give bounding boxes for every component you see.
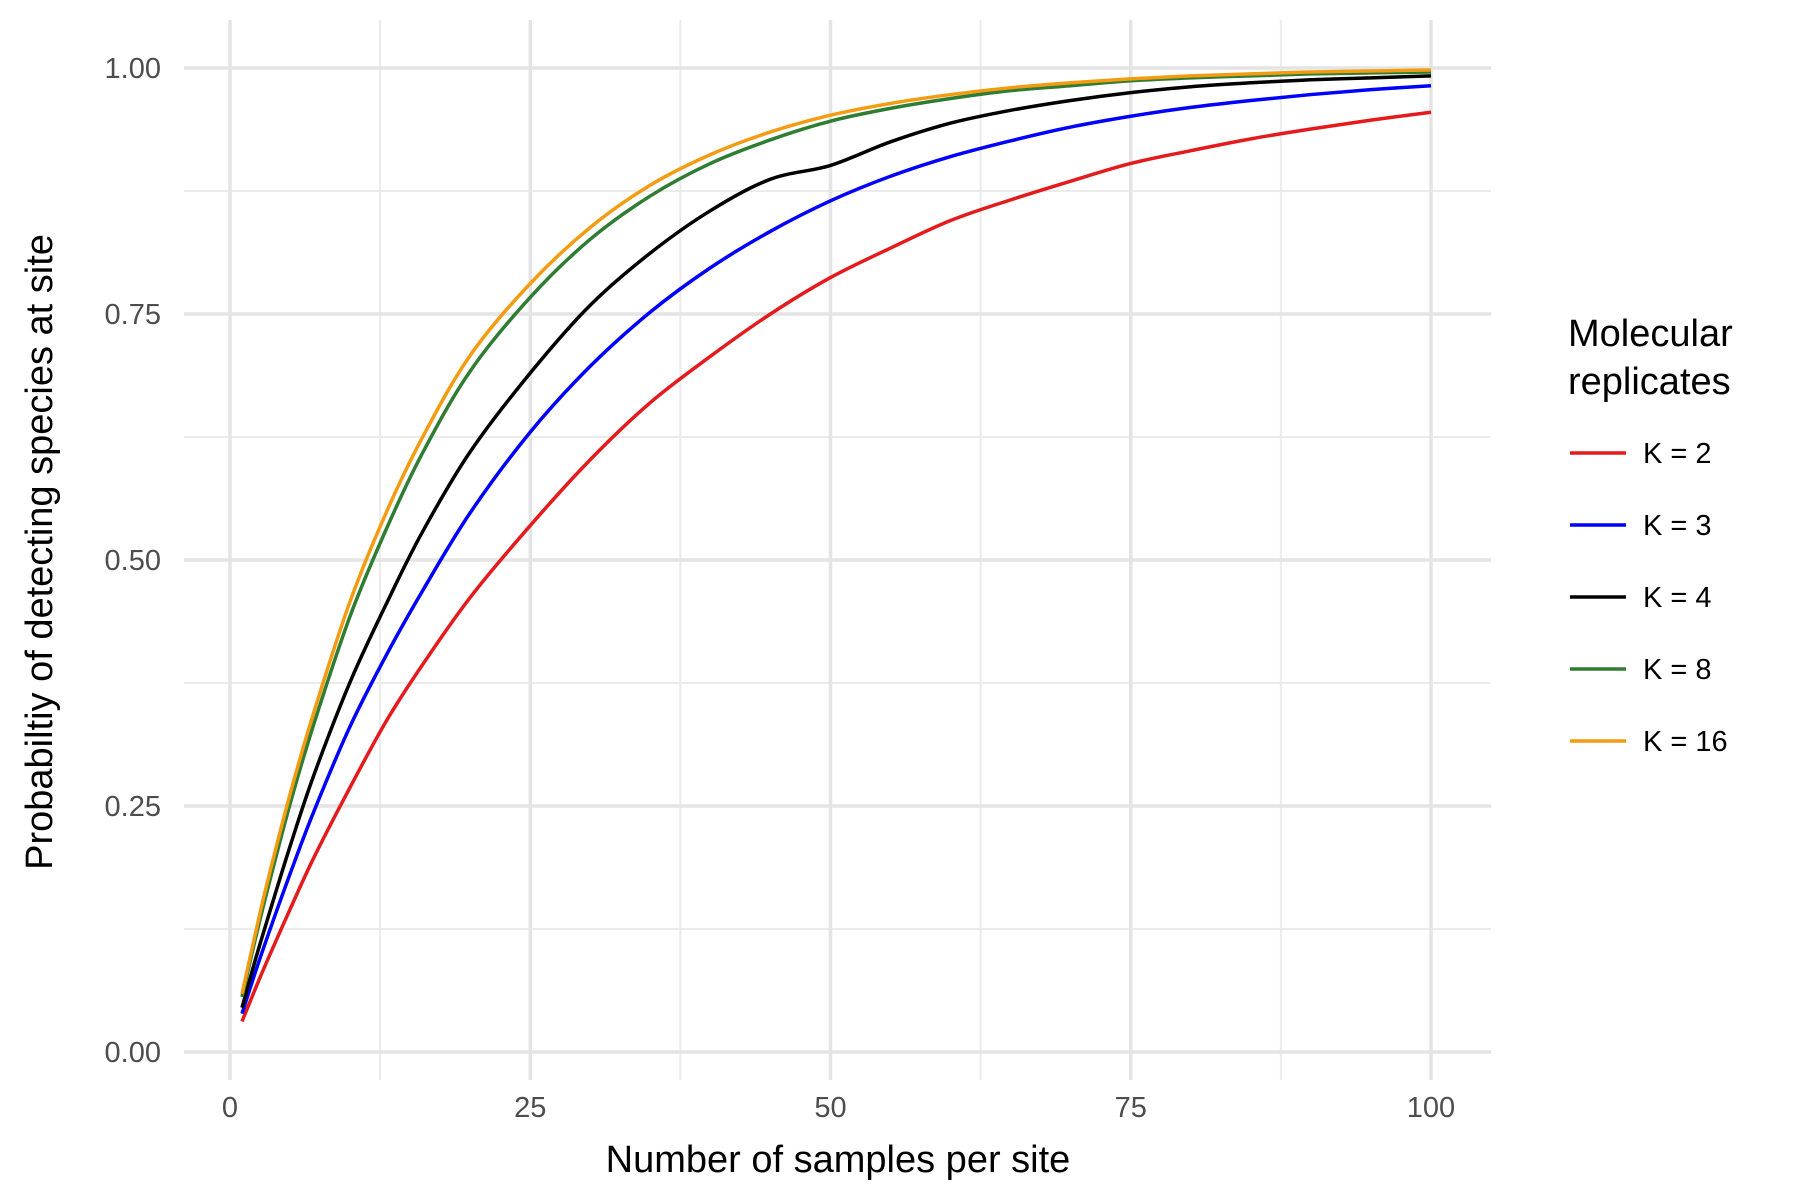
series-line-k-8: [240, 70, 1432, 998]
y-tick-label: 0.00: [105, 1037, 161, 1069]
x-tick-label: 25: [514, 1092, 546, 1124]
legend-label: K = 4: [1643, 582, 1712, 614]
x-axis-title: Number of samples per site: [606, 1139, 1071, 1181]
legend-item: K = 3: [1570, 510, 1712, 542]
legend-label: K = 2: [1643, 438, 1712, 470]
x-tick-label: 75: [1115, 1092, 1147, 1124]
legend-items: K = 2 K = 3 K = 4 K = 8 K = 16: [1570, 438, 1728, 758]
legend-title-line-1: Molecular: [1568, 313, 1733, 355]
grid-lines: [184, 20, 1491, 1080]
y-tick-label: 0.75: [105, 299, 161, 331]
x-tick-label: 100: [1407, 1092, 1455, 1124]
legend-label: K = 8: [1643, 654, 1712, 686]
legend-item: K = 2: [1570, 438, 1712, 470]
y-tick-label: 1.00: [105, 53, 161, 85]
legend-label: K = 3: [1643, 510, 1712, 542]
y-axis-ticks: 0.00 0.25 0.50 0.75 1.00: [105, 53, 161, 1069]
series-line-k-16: [240, 68, 1432, 995]
legend-item: K = 16: [1570, 726, 1728, 758]
series-line-k-4: [240, 74, 1432, 1009]
series-line-k-2: [240, 110, 1432, 1023]
y-tick-label: 0.50: [105, 545, 161, 577]
legend-item: K = 4: [1570, 582, 1712, 614]
series-line-k-3: [240, 83, 1432, 1015]
series-lines: [240, 68, 1432, 1023]
x-tick-label: 50: [814, 1092, 846, 1124]
y-axis-title: Probabiltiy of detecting species at site: [19, 234, 61, 870]
y-tick-label: 0.25: [105, 791, 161, 823]
legend-item: K = 8: [1570, 654, 1712, 686]
legend-label: K = 16: [1643, 726, 1728, 758]
legend: Molecular replicates K = 2K = 3K = 4K = …: [1568, 313, 1733, 758]
x-tick-label: 0: [222, 1092, 238, 1124]
legend-title-line-2: replicates: [1568, 361, 1731, 403]
x-axis-ticks: 0 25 50 75 100: [222, 1092, 1455, 1124]
